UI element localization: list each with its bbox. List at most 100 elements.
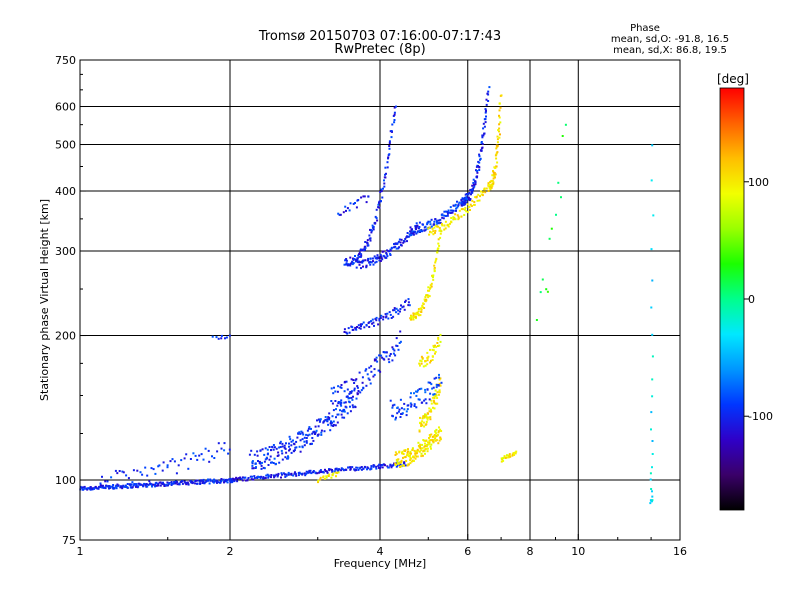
scatter-point [472, 183, 475, 186]
scatter-point [290, 440, 293, 443]
scatter-point [289, 473, 292, 476]
scatter-point [385, 252, 388, 254]
scatter-point [360, 325, 362, 328]
scatter-point [130, 483, 133, 486]
scatter-point [101, 486, 104, 489]
scatter-point [465, 197, 468, 200]
scatter-point [476, 175, 479, 178]
scatter-point [356, 326, 358, 328]
scatter-point [263, 477, 266, 480]
scatter-point [494, 154, 497, 157]
scatter-point [354, 255, 356, 257]
scatter-point [407, 304, 410, 307]
scatter-point [393, 106, 396, 109]
scatter-point [560, 196, 562, 199]
scatter-point [427, 220, 430, 223]
scatter-point [334, 470, 336, 473]
scatter-point [371, 322, 374, 325]
scatter-point [359, 323, 362, 326]
scatter-point [435, 432, 438, 435]
scatter-point [389, 464, 392, 467]
scatter-point [382, 357, 385, 360]
scatter-point [392, 464, 395, 467]
scatter-point [651, 395, 654, 398]
scatter-point [270, 474, 273, 476]
scatter-point [477, 193, 480, 196]
scatter-point [358, 260, 361, 263]
scatter-point [420, 401, 423, 404]
scatter-point [359, 391, 362, 394]
scatter-point [427, 294, 430, 297]
scatter-point [426, 221, 429, 224]
scatter-point [114, 469, 117, 472]
scatter-point [401, 452, 404, 455]
scatter-point [492, 181, 495, 184]
scatter-point [442, 217, 445, 220]
scatter-point [386, 161, 389, 164]
scatter-point [257, 475, 260, 478]
scatter-point [465, 193, 468, 196]
scatter-point [224, 480, 227, 483]
scatter-point [220, 447, 223, 450]
scatter-point [268, 446, 271, 448]
scatter-point [371, 224, 374, 227]
scatter-point [421, 443, 424, 446]
scatter-point [418, 362, 421, 365]
scatter-point [388, 142, 391, 144]
scatter-point [310, 472, 313, 475]
scatter-point [343, 331, 346, 333]
scatter-point [269, 455, 272, 458]
scatter-point [465, 196, 468, 199]
scatter-point [465, 210, 468, 213]
scatter-point [397, 462, 400, 465]
scatter-point [212, 481, 215, 484]
scatter-point [342, 211, 345, 214]
scatter-point [438, 382, 441, 385]
scatter-point [413, 392, 415, 395]
scatter-point [108, 485, 111, 488]
scatter-point [279, 442, 282, 445]
scatter-point [347, 263, 350, 266]
scatter-point [495, 147, 498, 150]
scatter-point [410, 405, 413, 408]
scatter-point [358, 255, 361, 258]
scatter-point [196, 479, 199, 482]
scatter-point [250, 449, 253, 452]
scatter-point [491, 184, 494, 187]
scatter-point [374, 317, 377, 320]
scatter-point [339, 213, 342, 216]
scatter-point [395, 416, 397, 419]
scatter-point [409, 450, 412, 453]
scatter-point [414, 450, 417, 453]
scatter-point [382, 187, 384, 190]
scatter-point [93, 487, 96, 490]
scatter-point [403, 464, 405, 467]
scatter-point [467, 196, 470, 199]
scatter-point [264, 458, 267, 461]
scatter-point [438, 439, 441, 442]
scatter-point [446, 212, 449, 215]
scatter-point [345, 209, 347, 212]
scatter-point [362, 321, 365, 324]
scatter-point [420, 360, 423, 363]
scatter-point [493, 174, 496, 177]
scatter-point [466, 203, 469, 206]
scatter-point [390, 136, 393, 139]
scatter-point [334, 424, 337, 427]
scatter-point [500, 460, 503, 463]
scatter-point [419, 314, 422, 317]
scatter-point [398, 408, 401, 411]
scatter-point [481, 136, 484, 139]
scatter-point [389, 254, 392, 256]
scatter-point [438, 376, 441, 379]
y-tick-label: 600 [55, 101, 76, 114]
scatter-point [124, 485, 127, 488]
scatter-point [358, 263, 361, 266]
scatter-point [395, 458, 398, 461]
scatter-point [391, 359, 394, 362]
scatter-point [131, 486, 134, 489]
scatter-point [302, 433, 305, 436]
scatter-point [458, 201, 461, 204]
scatter-point [311, 442, 313, 445]
scatter-point [399, 310, 401, 313]
